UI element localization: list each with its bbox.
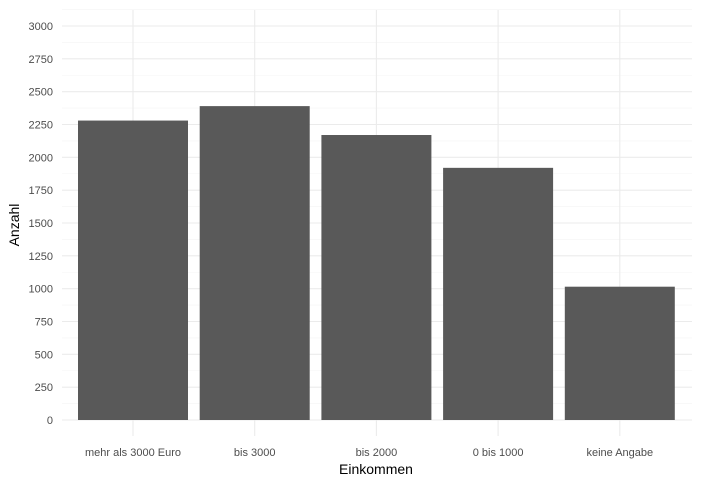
- x-tick-label: bis 3000: [234, 447, 276, 459]
- y-tick-label: 2500: [29, 87, 53, 99]
- y-tick-label: 750: [35, 317, 53, 329]
- y-axis-title: Anzahl: [6, 204, 22, 247]
- bar: [321, 135, 432, 421]
- bar: [443, 167, 554, 420]
- y-tick-label: 2250: [29, 120, 53, 132]
- y-tick-label: 1500: [29, 218, 53, 230]
- x-tick-label: mehr als 3000 Euro: [85, 447, 181, 459]
- x-axis-tick-labels: mehr als 3000 Euro bis 3000 bis 2000 0 bis …: [85, 447, 653, 459]
- y-tick-label: 1250: [29, 251, 53, 263]
- x-tick-label: 0 bis 1000: [473, 447, 524, 459]
- bar: [78, 120, 188, 420]
- bar: [199, 106, 310, 420]
- x-tick-label: bis 2000: [356, 447, 398, 459]
- y-tick-label: 0: [47, 415, 53, 427]
- x-axis-title: Einkommen: [339, 461, 413, 477]
- y-tick-label: 2000: [29, 152, 53, 164]
- x-tick-label: keine Angabe: [586, 447, 653, 459]
- y-tick-label: 3000: [29, 21, 53, 33]
- y-tick-label: 2750: [29, 54, 53, 66]
- y-tick-label: 500: [35, 349, 53, 361]
- y-tick-label: 1750: [29, 185, 53, 197]
- y-tick-label: 250: [35, 382, 53, 394]
- y-axis-tick-labels: 0 250 500 750 1000 1250 1500 1750 2000 2250 2500 27…: [29, 21, 53, 427]
- bar: [564, 286, 675, 420]
- bars: [78, 106, 675, 421]
- y-tick-label: 1000: [29, 284, 53, 296]
